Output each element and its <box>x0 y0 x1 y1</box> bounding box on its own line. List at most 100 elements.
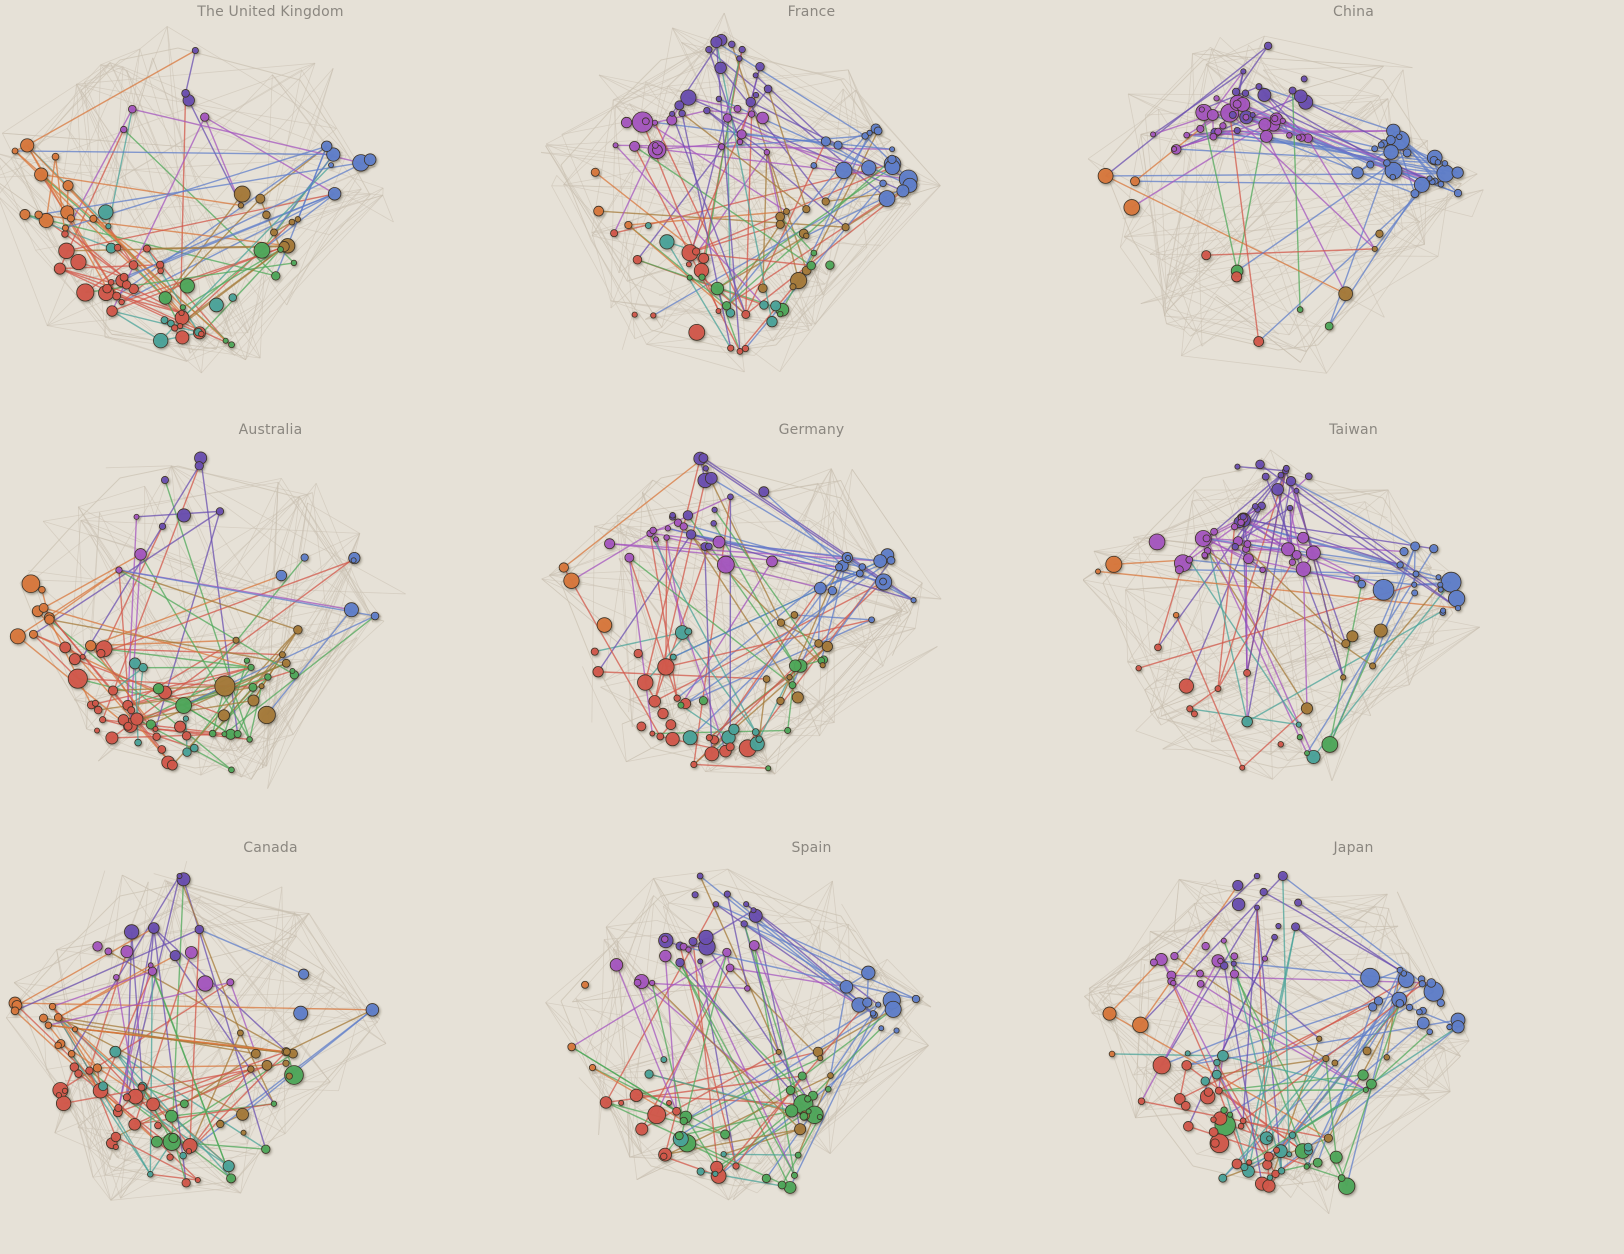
node <box>263 211 271 219</box>
node <box>762 1174 770 1182</box>
outline-edge <box>1261 48 1383 80</box>
node <box>1155 644 1162 651</box>
background-edge <box>564 185 647 345</box>
node <box>675 1132 683 1140</box>
node <box>72 1027 77 1032</box>
node <box>1354 575 1360 581</box>
node <box>62 231 69 238</box>
node <box>1186 556 1193 563</box>
node <box>1214 96 1219 101</box>
node <box>1278 742 1284 748</box>
node <box>777 697 784 704</box>
node <box>756 62 765 71</box>
node <box>233 637 239 643</box>
node <box>795 1152 801 1158</box>
node <box>176 698 192 714</box>
node <box>789 682 796 689</box>
node <box>1267 1136 1272 1141</box>
node <box>726 964 734 972</box>
node <box>753 92 758 97</box>
background-edge <box>1089 1006 1092 1013</box>
node <box>752 729 759 736</box>
node <box>68 669 87 688</box>
node <box>610 959 623 972</box>
node <box>210 298 224 312</box>
node <box>1278 472 1284 478</box>
node <box>97 649 105 657</box>
node <box>1297 735 1302 740</box>
background-edge <box>78 486 144 507</box>
background-edge <box>1472 190 1483 217</box>
edge <box>744 924 916 999</box>
network-panel: Spain <box>541 836 1082 1254</box>
node <box>248 695 259 706</box>
node <box>836 162 852 178</box>
node <box>828 586 836 594</box>
node <box>1260 567 1266 573</box>
node <box>182 89 190 97</box>
node <box>777 619 784 626</box>
node <box>39 603 48 612</box>
node <box>1412 590 1418 596</box>
node <box>1369 1003 1377 1011</box>
background-edge <box>1438 183 1449 257</box>
node <box>863 998 872 1007</box>
node <box>276 570 287 581</box>
colored-edges <box>1098 464 1458 767</box>
node <box>1233 100 1241 108</box>
node <box>294 1006 308 1020</box>
node <box>283 1048 290 1055</box>
node <box>167 1154 173 1160</box>
node <box>223 1160 234 1171</box>
node <box>1138 1098 1145 1105</box>
node <box>1243 114 1249 120</box>
node <box>1272 934 1278 940</box>
node <box>633 255 642 264</box>
node <box>874 555 887 568</box>
node <box>1342 640 1350 648</box>
edge <box>184 616 375 706</box>
node <box>658 659 674 675</box>
outline-edge <box>1318 300 1358 345</box>
node <box>666 732 679 745</box>
node <box>1211 1139 1219 1147</box>
outline-edge <box>1153 60 1203 110</box>
background-edge <box>562 79 844 134</box>
node <box>247 737 253 743</box>
network-graph <box>1083 418 1624 836</box>
edge <box>1171 981 1219 1090</box>
node <box>1209 1128 1218 1137</box>
node <box>216 508 223 515</box>
outline-edge <box>1103 583 1133 658</box>
background-edge <box>201 348 204 373</box>
node <box>811 163 817 169</box>
node <box>1287 1152 1292 1157</box>
node <box>897 185 909 197</box>
node <box>180 1100 188 1108</box>
node <box>745 986 751 992</box>
node <box>107 306 118 317</box>
node <box>178 323 183 328</box>
node <box>289 219 295 225</box>
node <box>1292 550 1301 559</box>
node <box>237 1108 249 1120</box>
network-graph <box>541 836 1082 1254</box>
edge <box>17 928 154 1005</box>
node <box>185 946 197 958</box>
node <box>876 1002 881 1007</box>
node <box>147 1098 160 1111</box>
node <box>182 1179 190 1187</box>
colored-edges <box>1110 876 1458 1186</box>
node <box>1230 970 1238 978</box>
node <box>753 73 758 78</box>
node <box>856 570 863 577</box>
node <box>283 1060 289 1066</box>
outline-edge <box>1153 478 1203 528</box>
background-edge <box>153 58 260 358</box>
node <box>665 526 670 531</box>
node <box>1136 665 1141 670</box>
node <box>818 1056 823 1061</box>
node <box>52 153 59 160</box>
node <box>776 212 785 221</box>
node <box>699 253 709 263</box>
